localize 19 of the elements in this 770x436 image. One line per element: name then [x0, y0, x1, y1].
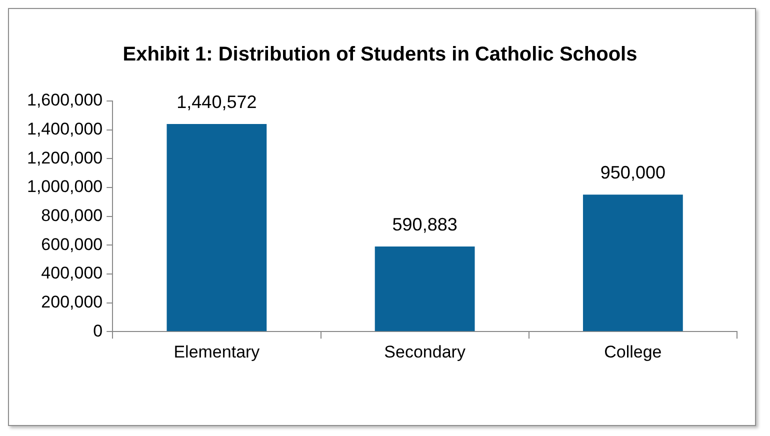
y-tick-label: 1,600,000 — [26, 90, 103, 110]
y-tick-label: 600,000 — [41, 234, 103, 254]
y-tick-label: 1,400,000 — [26, 120, 103, 139]
y-tick-label: 1,200,000 — [26, 148, 103, 168]
bar — [166, 124, 267, 332]
bar — [374, 246, 475, 332]
x-tick-label: Elementary — [174, 342, 260, 362]
data-label: 950,000 — [600, 162, 666, 183]
y-tick-label: 1,000,000 — [26, 177, 103, 196]
y-tick-label: 0 — [93, 321, 103, 340]
bar — [582, 194, 683, 332]
x-tick-label: College — [604, 342, 662, 362]
y-tick-label: 200,000 — [41, 292, 103, 312]
data-label: 590,883 — [392, 214, 458, 234]
x-tick-label: Secondary — [384, 342, 466, 362]
y-tick-label: 400,000 — [41, 264, 103, 283]
chart-title: Exhibit 1: Distribution of Students in Catholic Schools — [122, 44, 638, 66]
y-tick-label: 800,000 — [41, 206, 103, 225]
data-label: 1,440,572 — [176, 92, 257, 112]
